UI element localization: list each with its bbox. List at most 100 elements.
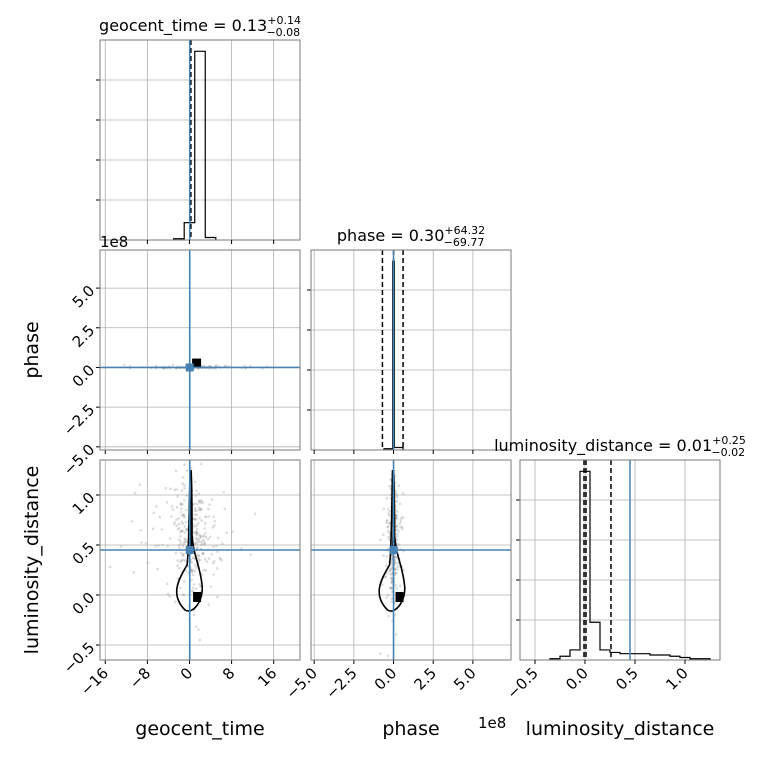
scatter-point — [183, 515, 186, 519]
offset-label-phase-y: 1e8 — [100, 233, 128, 251]
scatter-point — [140, 541, 143, 544]
marks-phase-vs-luminosity_distance — [311, 460, 511, 660]
scatter-point — [184, 559, 188, 563]
scatter-point — [182, 513, 185, 517]
xlabel-geocent_time: geocent_time — [135, 718, 264, 740]
scatter-point — [198, 506, 201, 509]
scatter-point — [207, 507, 210, 511]
grid-diag-phase — [311, 250, 511, 450]
scatter-point — [395, 538, 399, 542]
scatter-point — [177, 544, 181, 547]
scatter-point — [393, 568, 397, 572]
grid-diag-geocent_time — [100, 40, 300, 240]
marks-geocent_time-vs-phase — [100, 250, 300, 450]
scatter-point — [180, 489, 184, 492]
ytick-label-luminosity_distance: 0.0 — [69, 589, 99, 619]
scatter-point — [224, 364, 228, 368]
scatter-point — [390, 600, 393, 604]
scatter-point — [198, 533, 202, 537]
scatter-point — [179, 501, 183, 505]
scatter-point — [175, 524, 178, 527]
marks-geocent_time-vs-luminosity_distance — [100, 460, 300, 660]
scatter-point — [184, 569, 187, 573]
scatter-point — [204, 568, 208, 572]
scatter-point — [197, 628, 200, 631]
scatter-point — [130, 520, 134, 523]
scatter-point — [180, 529, 183, 533]
scatter-point — [156, 567, 159, 571]
scatter-point — [383, 576, 387, 579]
scatter-point — [398, 525, 402, 529]
scatter-point — [165, 501, 169, 504]
scatter-point — [193, 513, 197, 517]
ylabel-luminosity_distance: luminosity_distance — [21, 466, 43, 655]
scatter-point — [390, 553, 394, 557]
scatter-point — [179, 560, 182, 564]
xtick-label-geocent_time: 8 — [219, 664, 238, 683]
scatter-point — [176, 528, 180, 531]
scatter-point — [194, 518, 198, 521]
scatter-point — [157, 544, 160, 547]
scatter-point — [197, 554, 200, 557]
scatter-point — [212, 545, 215, 549]
scatter-point — [387, 522, 391, 525]
scatter-point — [190, 561, 193, 564]
xtick-label-phase: 5.0 — [450, 664, 480, 694]
scatter-point — [216, 536, 220, 540]
scatter-point — [183, 486, 186, 490]
xtick-label-luminosity_distance: −0.5 — [503, 664, 541, 702]
frame-diag-geocent_time — [99, 39, 301, 241]
title-luminosity_distance: luminosity_distance = 0.01+0.25 −0.02 — [494, 434, 746, 459]
scatter-point — [210, 498, 214, 501]
diag-panel-luminosity_distance — [549, 460, 711, 660]
scatter-point — [218, 556, 222, 560]
scatter-point — [204, 532, 207, 535]
scatter-point — [401, 516, 405, 519]
xlabel-phase: phase — [382, 718, 439, 740]
scatter-point — [213, 520, 216, 523]
scatter-point — [152, 511, 156, 515]
scatter-point — [197, 554, 201, 558]
scatter-point — [203, 542, 207, 545]
scatter-point — [394, 571, 398, 575]
scatter-point — [400, 516, 403, 519]
scatter-point — [197, 557, 200, 561]
scatter-point — [191, 573, 195, 577]
scatter-point — [182, 593, 186, 597]
scatter-point — [194, 566, 198, 570]
scatter-point — [190, 589, 194, 593]
scatter-point — [379, 538, 382, 542]
scatter-point — [385, 497, 389, 500]
scatter-point — [395, 524, 399, 528]
scatter-point — [393, 555, 397, 559]
xtick-label-luminosity_distance: 0.5 — [612, 664, 642, 694]
scatter-point — [178, 566, 181, 570]
scatter-point — [193, 563, 197, 567]
scatter-point — [198, 582, 201, 586]
xtick-label-geocent_time: 16 — [254, 664, 280, 690]
density-peak-geocent_time-vs-luminosity_distance — [193, 592, 202, 602]
scatter-point — [212, 515, 216, 519]
scatter-point — [181, 529, 184, 533]
scatter-point — [190, 568, 194, 572]
ytick-label-phase: 0.0 — [69, 361, 99, 391]
scatter-point — [397, 543, 401, 546]
scatter-point — [399, 520, 403, 524]
scatter-point — [387, 507, 390, 511]
scatter-point — [146, 561, 149, 565]
scatter-point — [384, 575, 388, 578]
scatter-point — [173, 600, 177, 604]
scatter-point — [184, 528, 188, 531]
scatter-point — [200, 542, 204, 546]
scatter-point — [398, 522, 401, 526]
ytick-label-luminosity_distance: 0.5 — [69, 539, 99, 569]
scatter-point — [208, 503, 211, 506]
scatter-point — [194, 532, 198, 535]
scatter-point — [190, 578, 193, 582]
scatter-point — [225, 531, 228, 534]
scatter-point — [386, 525, 389, 529]
scatter-point — [197, 521, 200, 525]
scatter-point — [191, 586, 195, 590]
scatter-point — [197, 492, 201, 495]
scatter-point — [155, 505, 158, 508]
